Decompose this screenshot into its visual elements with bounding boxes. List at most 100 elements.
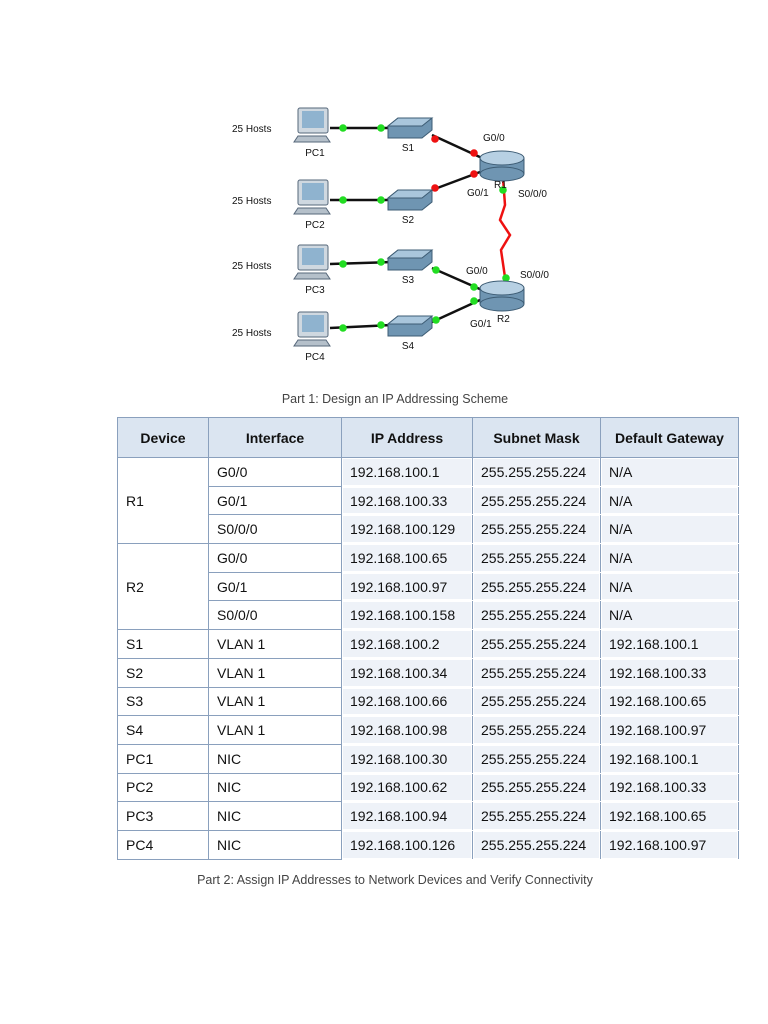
cell: N/A bbox=[600, 457, 739, 487]
port-light bbox=[431, 184, 439, 192]
interface-label: G0/1 bbox=[470, 319, 492, 330]
table-row: S1 VLAN 1 192.168.100.2 255.255.255.224 192.… bbox=[117, 629, 739, 659]
screen bbox=[302, 111, 324, 128]
port-light bbox=[339, 196, 347, 204]
pc-icon bbox=[293, 179, 331, 215]
pc-label: PC4 bbox=[305, 352, 325, 363]
cell: S0/0/0 bbox=[208, 514, 342, 545]
cell: 255.255.255.224 bbox=[472, 743, 601, 774]
device-cell: PC4 bbox=[117, 829, 209, 860]
port-light bbox=[432, 316, 440, 324]
port-light bbox=[470, 149, 478, 157]
cell: 192.168.100.33 bbox=[600, 657, 739, 688]
cell: G0/0 bbox=[208, 543, 342, 573]
pc-icon bbox=[293, 311, 331, 347]
cell: 255.255.255.224 bbox=[472, 801, 601, 831]
port-light bbox=[470, 297, 478, 305]
cell: 255.255.255.224 bbox=[472, 600, 601, 631]
port-light bbox=[339, 324, 347, 332]
table-row: S3 VLAN 1 192.168.100.66 255.255.255.224 192… bbox=[117, 686, 739, 717]
router-bottom bbox=[479, 166, 525, 182]
cell: 192.168.100.94 bbox=[341, 801, 473, 831]
cell: 192.168.100.2 bbox=[341, 629, 473, 659]
cell: 192.168.100.65 bbox=[600, 686, 739, 717]
router-bottom bbox=[479, 296, 525, 312]
device-cell: S1 bbox=[117, 629, 209, 659]
link bbox=[498, 177, 512, 285]
screen bbox=[302, 183, 324, 200]
interface-label: S0/0/0 bbox=[518, 189, 547, 200]
cell: NIC bbox=[208, 743, 342, 774]
device-cell: S4 bbox=[117, 715, 209, 745]
cell: NIC bbox=[208, 829, 342, 860]
port-light bbox=[499, 186, 507, 194]
cell: VLAN 1 bbox=[208, 686, 342, 717]
table-row: PC1 NIC 192.168.100.30 255.255.255.224 192.1… bbox=[117, 743, 739, 774]
cell: G0/1 bbox=[208, 571, 342, 602]
cell: N/A bbox=[600, 571, 739, 602]
cell: 192.168.100.66 bbox=[341, 686, 473, 717]
header-cell: IP Address bbox=[341, 417, 473, 458]
switch-label: S4 bbox=[402, 341, 415, 352]
cell: 192.168.100.1 bbox=[600, 743, 739, 774]
cell: 255.255.255.224 bbox=[472, 514, 601, 545]
cell: 192.168.100.97 bbox=[600, 829, 739, 860]
switch-top bbox=[386, 117, 434, 127]
cell: 255.255.255.224 bbox=[472, 657, 601, 688]
cell: VLAN 1 bbox=[208, 629, 342, 659]
switch-label: S1 bbox=[402, 143, 415, 154]
interface-label: G0/1 bbox=[467, 188, 489, 199]
cell: G0/0 bbox=[208, 457, 342, 487]
cell: 192.168.100.34 bbox=[341, 657, 473, 688]
caption: Part 2: Assign IP Addresses to Network D… bbox=[197, 873, 593, 887]
cell: 255.255.255.224 bbox=[472, 485, 601, 516]
router-label: R1 bbox=[494, 180, 507, 191]
cell: S0/0/0 bbox=[208, 600, 342, 631]
port-light bbox=[431, 135, 439, 143]
header-row: Device Interface IP Address Subnet Mask Defa… bbox=[117, 417, 739, 458]
screen bbox=[302, 248, 324, 265]
port-light bbox=[502, 274, 510, 282]
cell: 255.255.255.224 bbox=[472, 772, 601, 803]
pc-label: PC1 bbox=[305, 148, 325, 159]
network-diagram: PC1 25 Hosts PC2 25 Hosts PC3 25 Hosts PC4 25 H… bbox=[232, 107, 549, 363]
cell: 192.168.100.98 bbox=[341, 715, 473, 745]
cell: 192.168.100.65 bbox=[600, 801, 739, 831]
cell: NIC bbox=[208, 772, 342, 803]
port-light bbox=[432, 266, 440, 274]
cell: 255.255.255.224 bbox=[472, 543, 601, 573]
base bbox=[293, 135, 331, 143]
cell: VLAN 1 bbox=[208, 657, 342, 688]
base bbox=[293, 272, 331, 280]
table-row: PC4 NIC 192.168.100.126 255.255.255.224 192.… bbox=[117, 829, 739, 860]
cell: 192.168.100.33 bbox=[341, 485, 473, 516]
hosts-label: 25 Hosts bbox=[232, 196, 271, 207]
cell: 255.255.255.224 bbox=[472, 715, 601, 745]
cell: 255.255.255.224 bbox=[472, 629, 601, 659]
cell: N/A bbox=[600, 514, 739, 545]
cell: 192.168.100.126 bbox=[341, 829, 473, 860]
table-row: G0/1 192.168.100.97 255.255.255.224 N/A bbox=[118, 571, 739, 602]
base bbox=[293, 339, 331, 347]
device-cell: S3 bbox=[117, 686, 209, 717]
port-light bbox=[377, 124, 385, 132]
switch-top bbox=[386, 189, 434, 199]
switch-top bbox=[386, 249, 434, 259]
port-light bbox=[470, 283, 478, 291]
cell: 192.168.100.97 bbox=[600, 715, 739, 745]
header-cell: Interface bbox=[208, 417, 342, 458]
device-cell: S2 bbox=[117, 657, 209, 688]
pc-icon bbox=[293, 107, 331, 143]
switch-label: S2 bbox=[402, 215, 415, 226]
port-light bbox=[377, 321, 385, 329]
caption: Part 1: Design an IP Addressing Scheme bbox=[281, 392, 509, 406]
addressing-table: Device Interface IP Address Subnet Mask Defa… bbox=[117, 417, 739, 860]
table-row: S2 VLAN 1 192.168.100.34 255.255.255.224 192… bbox=[117, 657, 739, 688]
interface-label: G0/0 bbox=[466, 266, 488, 277]
device-cell: PC1 bbox=[117, 743, 209, 774]
table-row: S0/0/0 192.168.100.158 255.255.255.224 N/A bbox=[118, 600, 739, 631]
table-row: G0/1 192.168.100.33 255.255.255.224 N/A bbox=[118, 485, 739, 516]
cell: 192.168.100.1 bbox=[341, 457, 473, 487]
interface-label: S0/0/0 bbox=[520, 270, 549, 281]
